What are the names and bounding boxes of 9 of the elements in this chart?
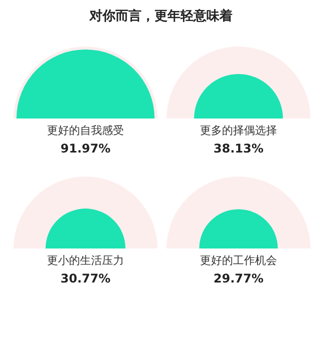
category-label: 更好的工作机会 (200, 254, 277, 267)
text: 对你而言，更年轻意味着 (88, 8, 232, 24)
data-label: 29.77% (214, 272, 264, 286)
data-label: 30.77% (60, 272, 110, 286)
category-label: 更小的生活压力 (47, 254, 124, 267)
category-label: 更多的择偶选择 (200, 124, 277, 137)
data-label: 91.97% (60, 142, 110, 156)
data-label: 38.13% (214, 142, 264, 156)
category-label: 更好的自我感受 (47, 124, 124, 137)
